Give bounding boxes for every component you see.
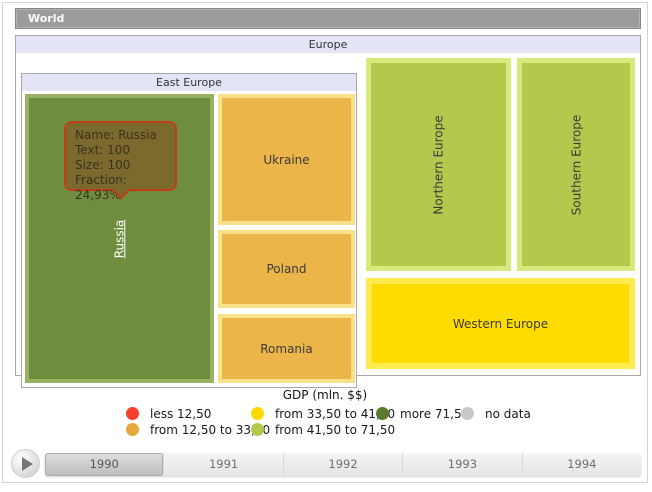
tooltip-line-size: Size: 100 bbox=[75, 158, 131, 172]
tile-poland-label: Poland bbox=[266, 262, 307, 276]
tile-russia-label: Russia bbox=[112, 219, 127, 258]
tile-ukraine-label: Ukraine bbox=[263, 152, 310, 167]
group-header-europe[interactable]: Europe bbox=[16, 36, 640, 53]
tooltip-line-fraction: Fraction: 24,93% bbox=[75, 173, 127, 202]
tile-ukraine[interactable]: Ukraine bbox=[218, 94, 355, 225]
tile-western-europe[interactable]: Western Europe bbox=[366, 278, 635, 369]
treemap-group-europe: Europe East Europe Russia Ukraine Poland bbox=[15, 35, 641, 388]
play-button[interactable] bbox=[11, 449, 40, 478]
legend-label: from 12,50 to 33,50 bbox=[150, 422, 271, 437]
tile-western-europe-label: Western Europe bbox=[452, 316, 549, 331]
year-button-1990[interactable]: 1990 bbox=[45, 453, 165, 476]
tooltip-russia: Name: Russia Text: 100 Size: 100 Fractio… bbox=[64, 121, 177, 202]
legend-dot-gray-icon bbox=[461, 407, 474, 420]
legend-item-41-71: from 41,50 to 71,50 bbox=[251, 422, 395, 437]
legend-title: GDP (mln. $$) bbox=[282, 388, 368, 402]
year-button-1993[interactable]: 1993 bbox=[403, 453, 523, 476]
treemap-europe-body: East Europe Russia Ukraine Poland Roma bbox=[16, 53, 640, 388]
breadcrumb-world-button[interactable]: World bbox=[15, 8, 641, 29]
tile-northern-europe-label: Northern Europe bbox=[431, 114, 446, 215]
legend-label: more 71,50 bbox=[400, 406, 470, 421]
legend-label: no data bbox=[485, 406, 531, 421]
tile-romania-label: Romania bbox=[260, 341, 313, 356]
legend-dot-red-icon bbox=[126, 407, 139, 420]
year-button-1994[interactable]: 1994 bbox=[522, 453, 642, 476]
tile-southern-europe-label: Southern Europe bbox=[568, 114, 583, 215]
year-button-1992[interactable]: 1992 bbox=[283, 453, 404, 476]
play-icon bbox=[22, 457, 33, 471]
legend-dot-yellowgreen-icon bbox=[251, 423, 264, 436]
legend-item-less: less 12,50 bbox=[126, 406, 211, 421]
treemap-group-east-europe: East Europe Russia Ukraine Poland Roma bbox=[21, 73, 357, 388]
tile-poland[interactable]: Poland bbox=[218, 230, 355, 308]
tooltip-line-name: Name: Russia bbox=[75, 128, 157, 142]
legend-dot-yellow-icon bbox=[251, 407, 264, 420]
year-button-1991[interactable]: 1991 bbox=[164, 453, 284, 476]
group-header-east-europe[interactable]: East Europe bbox=[22, 74, 356, 91]
legend-label: from 33,50 to 41,50 bbox=[275, 406, 396, 421]
tile-northern-europe[interactable]: Northern Europe bbox=[366, 58, 511, 271]
legend-dot-orange-icon bbox=[126, 423, 139, 436]
legend-item-more: more 71,50 bbox=[376, 406, 469, 421]
legend-dot-darkgreen-icon bbox=[376, 407, 389, 420]
window-frame: World Europe East Europe Russia Ukraine bbox=[2, 2, 648, 483]
treemap-east-europe-body: Russia Ukraine Poland Romania bbox=[22, 91, 356, 387]
legend-item-12-33: from 12,50 to 33,50 bbox=[126, 422, 270, 437]
tile-southern-europe[interactable]: Southern Europe bbox=[517, 58, 635, 271]
tile-romania[interactable]: Romania bbox=[218, 314, 355, 383]
tooltip-line-text: Text: 100 bbox=[75, 143, 131, 157]
legend-item-33-41: from 33,50 to 41,50 bbox=[251, 406, 395, 421]
legend-label: less 12,50 bbox=[150, 406, 212, 421]
timeline-year-strip: 1990 1991 1992 1993 1994 bbox=[45, 453, 642, 476]
legend-label: from 41,50 to 71,50 bbox=[275, 422, 396, 437]
legend-item-nodata: no data bbox=[461, 406, 531, 421]
